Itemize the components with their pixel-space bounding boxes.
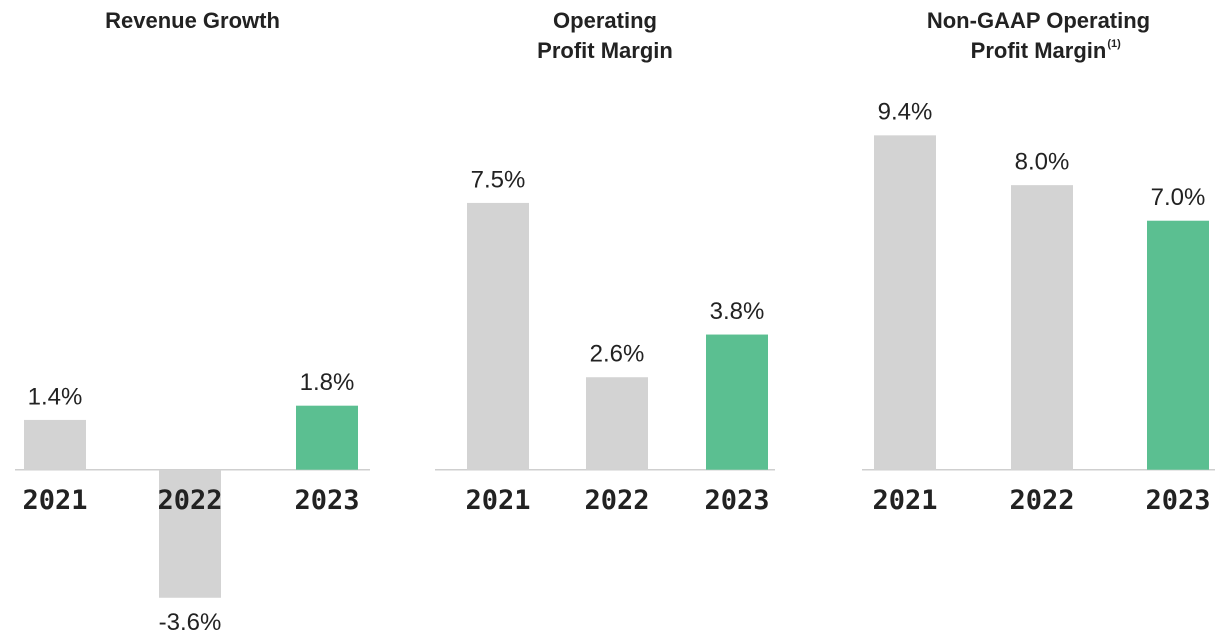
- bar: [874, 135, 936, 470]
- value-label: 7.0%: [1151, 184, 1206, 211]
- chart-title: Profit Margin: [537, 38, 673, 63]
- value-label: 8.0%: [1015, 148, 1070, 175]
- chart-title: Operating: [553, 8, 657, 33]
- x-tick-label: 2023: [704, 485, 769, 516]
- chart-title: Revenue Growth: [105, 8, 280, 33]
- value-label: 9.4%: [878, 99, 933, 126]
- bar: [1011, 185, 1073, 470]
- chart-title: Non-GAAP Operating: [927, 8, 1150, 33]
- x-tick-label: 2021: [872, 485, 937, 516]
- x-tick-label: 2022: [584, 485, 649, 516]
- bar: [1147, 220, 1209, 470]
- value-label: 7.5%: [471, 166, 526, 193]
- bar: [706, 334, 768, 470]
- x-tick-label: 2021: [465, 485, 530, 516]
- value-label: 1.4%: [28, 383, 83, 410]
- title-note: (1): [1107, 38, 1121, 50]
- bar: [467, 202, 529, 470]
- bar: [296, 405, 358, 470]
- x-tick-label: 2022: [157, 485, 222, 516]
- bar: [586, 377, 648, 470]
- value-label: 3.8%: [710, 298, 765, 325]
- value-label: 1.8%: [300, 369, 355, 396]
- chart-title: Profit Margin: [971, 38, 1107, 63]
- x-tick-label: 2022: [1009, 485, 1074, 516]
- value-label: -3.6%: [159, 609, 222, 636]
- x-tick-label: 2023: [1145, 485, 1210, 516]
- x-tick-label: 2023: [294, 485, 359, 516]
- x-tick-label: 2021: [22, 485, 87, 516]
- bar: [159, 469, 221, 598]
- value-label: 2.6%: [590, 341, 645, 368]
- bar: [24, 419, 86, 470]
